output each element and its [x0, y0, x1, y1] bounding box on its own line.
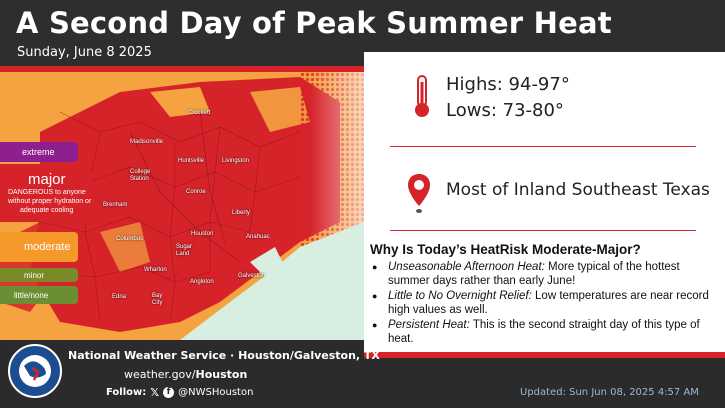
legend-moderate: moderate	[0, 232, 78, 262]
nws-logo	[8, 344, 62, 398]
bullet-text: This is the second straight day of this …	[388, 319, 700, 345]
accent-stripe	[0, 66, 725, 72]
bullet-text: More typical of the hottest summer days …	[388, 261, 680, 287]
city-label: Brenham	[103, 202, 128, 208]
area-text: Most of Inland Southeast Texas	[446, 180, 710, 200]
city-label: Liberty	[232, 210, 251, 216]
lows-text: Lows: 73-80°	[446, 100, 564, 121]
bullet-lead: Persistent Heat:	[388, 319, 470, 331]
x-icon[interactable]: 𝕏	[150, 386, 160, 399]
city-label: Bay City	[152, 293, 163, 306]
legend-major-label: major	[28, 171, 66, 188]
list-item: Little to No Overnight Relief: Low tempe…	[372, 289, 717, 317]
divider	[390, 230, 696, 231]
location-pin-icon	[408, 174, 430, 213]
why-heading: Why Is Today’s HeatRisk Moderate-Major?	[370, 242, 641, 257]
city-label: Anahuac	[246, 234, 270, 240]
legend-major-desc: without proper hydration or	[8, 198, 92, 205]
map-graphic	[0, 72, 364, 340]
nws-office-name: National Weather Service · Houston/Galve…	[68, 349, 380, 362]
city-label: Sugar Land	[176, 244, 193, 257]
legend-minor: minor	[0, 268, 78, 282]
bullet-lead: Little to No Overnight Relief:	[388, 290, 532, 302]
list-item: Persistent Heat: This is the second stra…	[372, 318, 717, 346]
page-title: A Second Day of Peak Summer Heat	[16, 6, 612, 40]
city-label: Crockett	[188, 110, 211, 116]
social-handle[interactable]: @NWSHouston	[178, 387, 254, 398]
city-label: Madisonville	[130, 139, 164, 145]
facebook-icon[interactable]: f	[163, 387, 175, 398]
legend-major-desc: DANGEROUS to anyone	[8, 189, 86, 196]
city-label: Galveston	[238, 273, 266, 279]
city-label: Angleton	[190, 279, 214, 285]
thermometer-icon	[415, 75, 429, 117]
city-label: Edna	[112, 294, 127, 300]
city-label: Columbus	[116, 236, 144, 242]
bullet-text: Low temperatures are near record high va…	[388, 290, 709, 316]
city-label: Conroe	[186, 189, 206, 195]
updated-timestamp: Updated: Sun Jun 08, 2025 4:57 AM	[520, 387, 699, 398]
page-date: Sunday, June 8 2025	[17, 45, 152, 60]
reasons-list: Unseasonable Afternoon Heat: More typica…	[372, 260, 717, 347]
heatrisk-legend: extreme major DANGEROUS to anyone withou…	[0, 72, 92, 340]
panel-accent	[364, 352, 725, 358]
list-item: Unseasonable Afternoon Heat: More typica…	[372, 260, 717, 288]
legend-little: little/none	[0, 286, 78, 304]
heatrisk-map: Crockett Madisonville Huntsville Livings…	[0, 72, 364, 340]
legend-major-desc: adequate cooling	[20, 207, 74, 214]
website-link[interactable]: weather.gov/Houston	[124, 368, 247, 381]
website-office: Houston	[195, 368, 248, 381]
city-label: Houston	[191, 231, 214, 237]
legend-extreme: extreme	[0, 142, 78, 162]
follow-bar: Follow: 𝕏 f @NWSHouston	[106, 386, 253, 399]
follow-label: Follow:	[106, 387, 147, 398]
city-label: Wharton	[144, 267, 167, 273]
legend-major: major DANGEROUS to anyone without proper…	[0, 164, 92, 222]
nws-logo-graphic	[11, 347, 59, 395]
divider	[390, 146, 696, 147]
bullet-lead: Unseasonable Afternoon Heat:	[388, 261, 545, 273]
highs-text: Highs: 94-97°	[446, 74, 570, 95]
city-label: College Station	[130, 169, 151, 182]
city-label: Huntsville	[178, 158, 205, 164]
website-prefix: weather.gov/	[124, 368, 196, 381]
city-label: Livingston	[222, 158, 250, 164]
